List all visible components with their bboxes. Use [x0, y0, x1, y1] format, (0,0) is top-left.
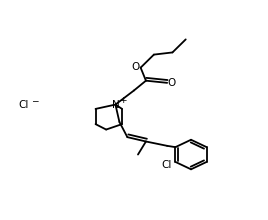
- Text: +: +: [119, 96, 126, 105]
- Text: −: −: [31, 96, 38, 105]
- Text: N: N: [111, 100, 119, 110]
- Text: Cl: Cl: [162, 160, 172, 170]
- Text: Cl: Cl: [19, 100, 29, 110]
- Text: O: O: [168, 78, 176, 88]
- Text: O: O: [132, 62, 140, 72]
